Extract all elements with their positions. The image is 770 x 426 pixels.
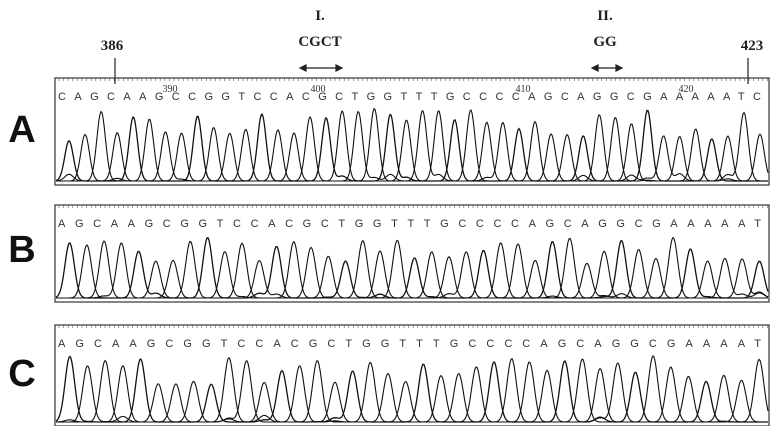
base-sequence: AGCAAGCGGTCCACGCTGGTTTGCCCCAGCAGGCGAAAAT [58, 338, 761, 350]
trace [56, 110, 768, 182]
trace [56, 359, 768, 423]
position-number: 400 [311, 84, 326, 95]
trace-frame [54, 324, 770, 426]
position-number: 390 [163, 84, 178, 95]
region-bases: GG [593, 34, 617, 50]
trace [56, 107, 769, 182]
region-label: II. [597, 8, 613, 24]
position-number: 420 [679, 84, 694, 95]
trace-frame [54, 77, 770, 186]
trace [55, 237, 769, 299]
panels: ACAGCAAGCCGGTCCACGCTGGTTTGCCCCAGCAGGCGAA… [8, 77, 770, 426]
region-arrow [590, 64, 624, 72]
panel-label: C [8, 353, 35, 395]
trace [55, 109, 768, 182]
trace [55, 358, 769, 423]
panel-label: A [8, 109, 35, 151]
base-sequence: AGCAAGCGGTCCACGCTGGTTTGCCCCAGCAGGCGAAAAA… [58, 218, 761, 230]
trace [56, 236, 769, 299]
trace [56, 240, 769, 299]
trace [56, 109, 768, 182]
trace [56, 354, 768, 423]
trace [56, 237, 768, 299]
trace-frame [54, 204, 770, 303]
position-number: 410 [516, 84, 531, 95]
region-label: I. [315, 8, 325, 24]
end-position: 423 [741, 38, 764, 54]
panel-label: B [8, 229, 35, 271]
region-bases: CGCT [298, 34, 341, 50]
start-position: 386 [101, 38, 124, 54]
region-arrow [298, 64, 344, 72]
trace [55, 355, 768, 423]
